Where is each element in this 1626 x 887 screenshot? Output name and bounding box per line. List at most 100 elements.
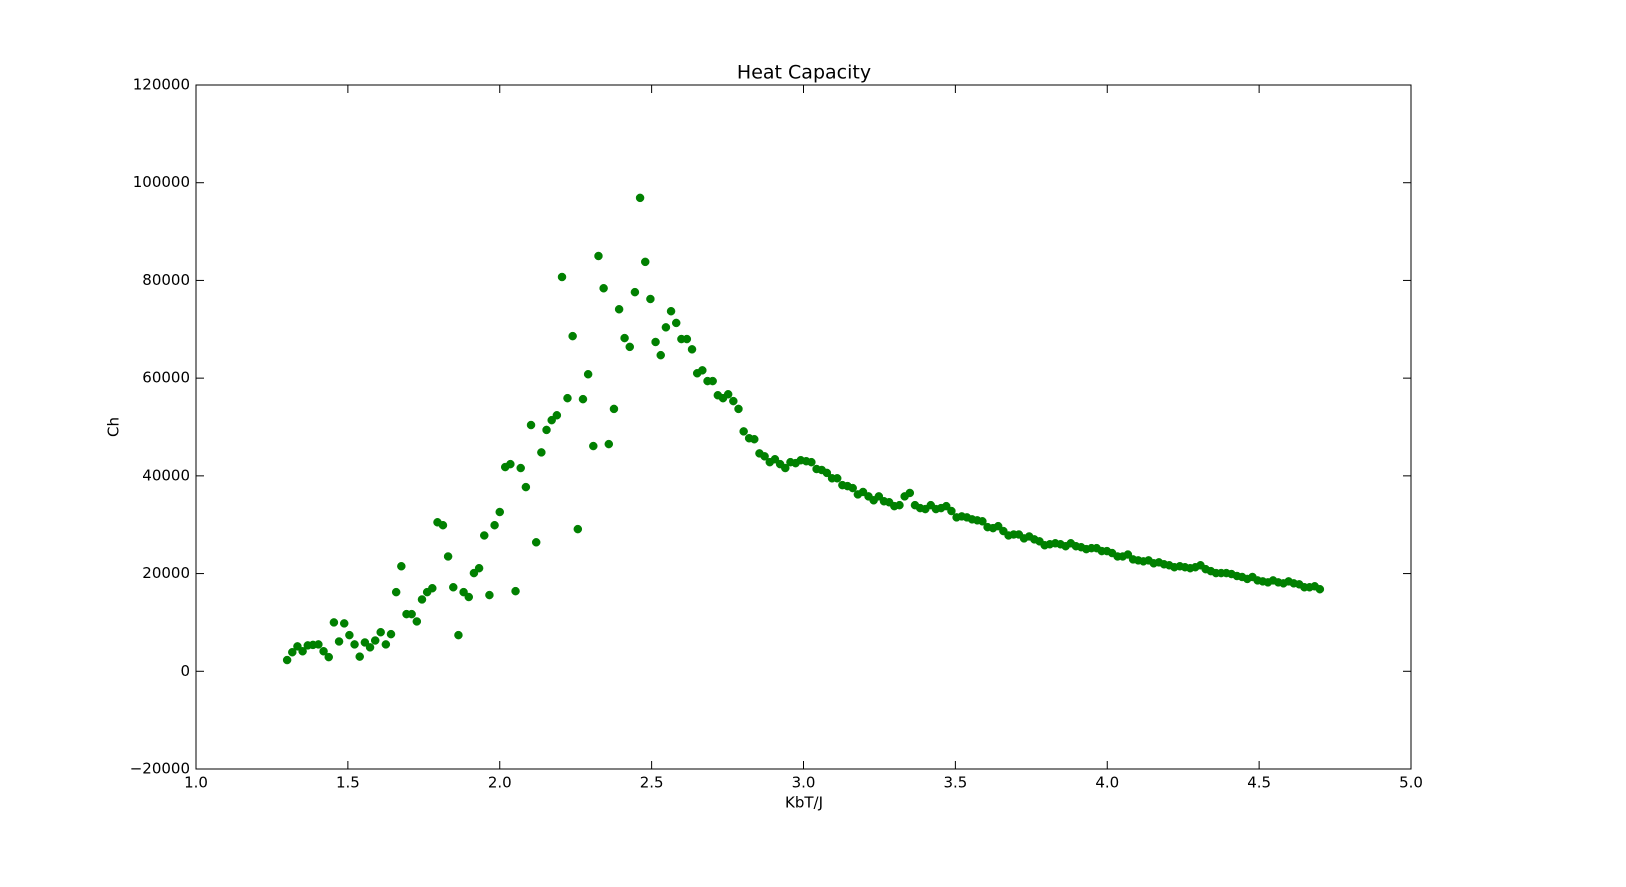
point [339,619,349,628]
point [521,482,531,492]
point [490,520,499,530]
point [537,448,546,457]
x-tick-label: 1.0 [184,774,208,792]
point [293,642,302,651]
x-axis-label: KbT/J [785,794,823,812]
x-tick-label: 2.5 [640,774,664,792]
point [739,427,748,436]
point [443,552,453,561]
y-tick-label: 0 [180,662,190,680]
point [360,638,370,647]
point [485,590,494,600]
point [578,394,588,404]
point [594,251,603,261]
point [329,618,339,627]
y-tick-label: 60000 [142,369,190,387]
point [511,586,520,596]
point [407,609,416,619]
y-tick-label: 120000 [133,76,190,94]
point [848,483,857,493]
point [526,420,536,430]
point [350,640,359,649]
point [464,592,474,602]
point [376,627,385,637]
point [381,640,391,649]
point [781,463,790,473]
y-tick-label: −20000 [130,760,190,778]
point [449,583,458,592]
point [386,629,396,639]
point [640,257,650,267]
point [620,333,629,343]
point [298,647,307,656]
point [552,411,562,420]
point [599,283,608,293]
point [661,323,671,332]
x-tick-label: 3.0 [792,774,816,792]
point [807,457,816,467]
point [319,647,328,656]
point [589,441,598,451]
point [666,306,676,316]
point [324,652,333,662]
point [874,492,884,501]
point [568,331,577,341]
point [495,507,504,517]
point [1315,584,1325,594]
point [334,637,344,646]
y-tick-label: 20000 [142,564,190,582]
y-tick-label: 100000 [133,173,190,191]
y-tick-label: 80000 [142,271,190,289]
point [583,369,593,379]
chart-title: Heat Capacity [737,62,871,84]
plot-area [282,193,1325,665]
point [625,342,635,352]
point [469,568,479,578]
point [547,415,556,425]
point [397,561,406,571]
point [412,617,422,626]
point [365,643,375,652]
point [698,366,707,375]
point [895,500,904,510]
point [1123,550,1133,559]
point [604,439,614,449]
point [708,376,717,386]
point [630,287,640,297]
point [573,524,583,534]
point [656,350,665,360]
point [723,390,733,399]
x-tick-label: 4.0 [1095,774,1119,792]
point [563,393,572,403]
point [355,652,364,661]
point [993,521,1003,531]
y-tick-label: 40000 [142,466,190,484]
x-tick-label: 3.5 [943,774,967,792]
point [734,404,743,414]
x-tick-label: 1.5 [336,774,360,792]
x-tick-label: 2.0 [488,774,512,792]
x-tick-label: 4.5 [1247,774,1271,792]
point [474,563,484,573]
point [760,452,769,461]
point [614,305,624,314]
point [531,538,541,547]
point [978,517,987,526]
point [314,640,323,649]
point [542,425,551,435]
point [417,595,427,604]
x-tick-label: 5.0 [1399,774,1423,792]
point [832,474,842,483]
point [609,404,619,414]
point [671,318,681,328]
point [345,630,354,640]
point [770,454,780,464]
point [438,520,448,530]
point [942,501,951,511]
point [288,647,297,657]
point [454,630,463,640]
point [391,587,401,597]
point [905,488,915,498]
